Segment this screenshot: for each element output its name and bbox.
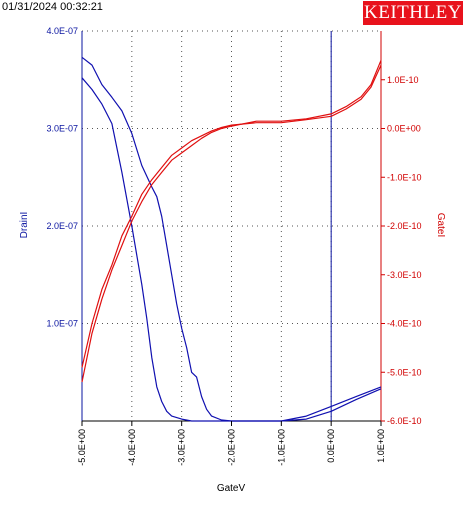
y-tick-label-right: 1.0E-10 <box>387 75 419 85</box>
x-tick-label: 0.0E+00 <box>326 429 336 463</box>
ticks: -5.0E+00 -4.0E+00 -3.0E+00 -2.0E+00 -1.0E+00… <box>46 26 421 466</box>
y-tick-label-left: 1.0E-07 <box>46 319 78 329</box>
y-tick-label-right: 0.0E+00 <box>387 124 421 134</box>
y-tick-label-right: -4.0E-10 <box>387 319 422 329</box>
timestamp: 01/31/2024 00:32:21 <box>2 1 103 13</box>
drain-current-line <box>81 77 382 422</box>
series-layer <box>81 56 382 422</box>
x-tick-label: -5.0E+00 <box>77 429 87 466</box>
y-tick-label-right: -2.0E-10 <box>387 221 422 231</box>
y-axis-label-right: GateI <box>435 213 446 237</box>
gate-current-line <box>81 64 382 368</box>
x-tick-label: 1.0E+00 <box>376 429 386 463</box>
y-tick-label-right: -6.0E-10 <box>387 416 422 426</box>
x-axis-label: GateV <box>217 483 246 494</box>
x-tick-label: -4.0E+00 <box>127 429 137 466</box>
x-tick-label: -2.0E+00 <box>227 429 237 466</box>
y-tick-label-left: 2.0E-07 <box>46 221 78 231</box>
x-tick-label: -3.0E+00 <box>177 429 187 466</box>
y-tick-label-right: -1.0E-10 <box>387 172 422 182</box>
y-axis-label-left: DrainI <box>19 212 30 239</box>
y-tick-label-left: 4.0E-07 <box>46 26 78 36</box>
keithley-logo: KEITHLEY <box>363 1 463 25</box>
x-tick-label: -1.0E+00 <box>276 429 286 466</box>
gate-current-line <box>81 60 382 383</box>
y-tick-label-right: -5.0E-10 <box>387 367 422 377</box>
y-tick-label-right: -3.0E-10 <box>387 270 422 280</box>
y-tick-label-left: 3.0E-07 <box>46 124 78 134</box>
